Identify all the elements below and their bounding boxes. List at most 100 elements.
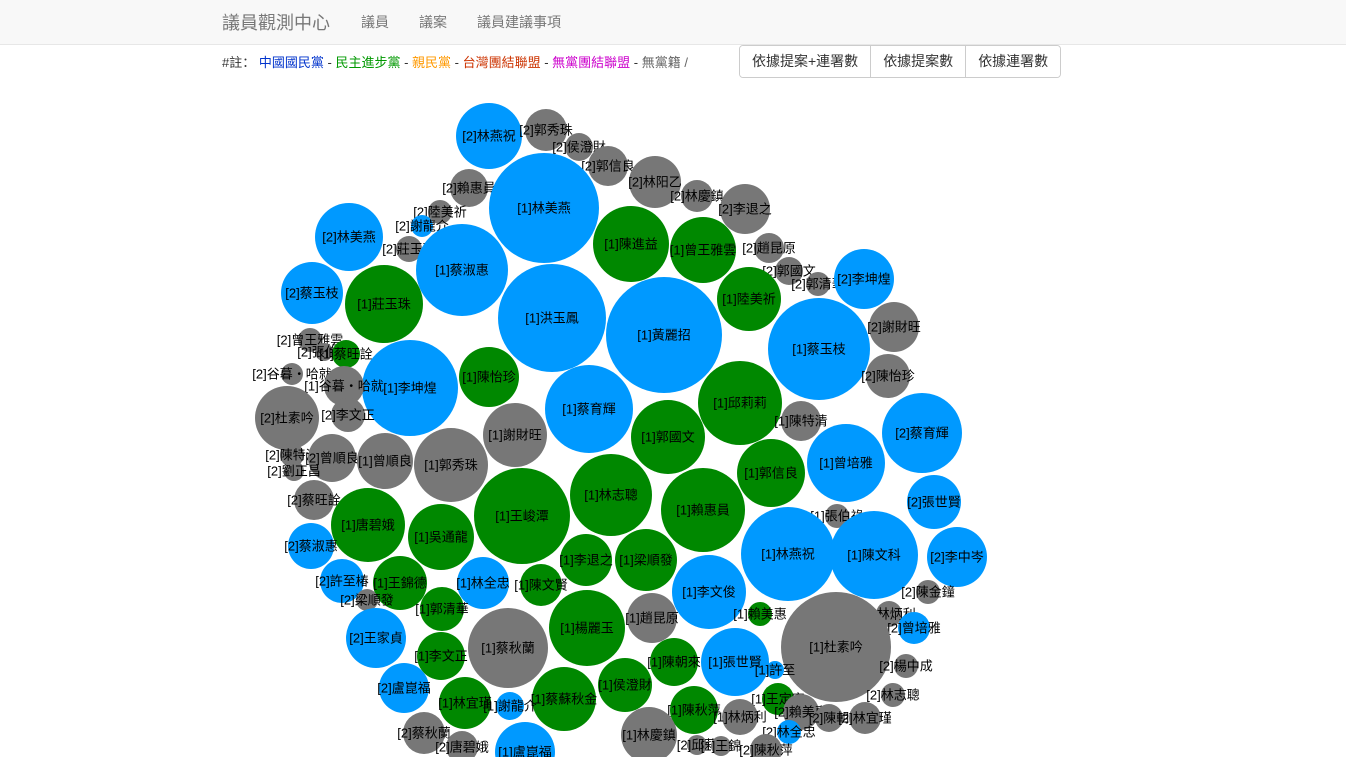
councilor-bubble[interactable]: [2]李退之: [718, 184, 772, 234]
councilor-bubble[interactable]: [1]李文正: [414, 632, 468, 680]
bubble-circle[interactable]: [598, 658, 652, 712]
councilor-bubble[interactable]: [1]賴美惠: [733, 602, 787, 626]
bubble-circle[interactable]: [495, 722, 555, 757]
bubble-circle[interactable]: [357, 433, 413, 489]
councilor-bubble[interactable]: [1]蔡淑惠: [416, 224, 508, 316]
bubble-circle[interactable]: [627, 593, 677, 643]
bubble-circle[interactable]: [748, 602, 772, 626]
bubble-circle[interactable]: [457, 557, 509, 609]
bubble-circle[interactable]: [650, 638, 698, 686]
councilor-bubble[interactable]: [1]吳通龍: [408, 504, 474, 570]
bubble-circle[interactable]: [806, 272, 830, 296]
bubble-circle[interactable]: [281, 363, 303, 385]
councilor-bubble[interactable]: [1]蔡蘇秋金: [531, 667, 597, 731]
councilor-bubble[interactable]: [1]林志聰: [570, 454, 652, 536]
bubble-circle[interactable]: [701, 628, 769, 696]
bubble-circle[interactable]: [255, 386, 319, 450]
councilor-bubble[interactable]: [1]侯澄財: [598, 658, 652, 712]
councilor-bubble[interactable]: [1]謝財旺: [483, 403, 547, 467]
councilor-bubble[interactable]: [2]郭國文: [762, 257, 816, 285]
councilor-bubble[interactable]: [1]洪玉鳳: [498, 264, 606, 372]
councilor-bubble[interactable]: [1]陳進益: [593, 206, 669, 282]
bubble-circle[interactable]: [498, 264, 606, 372]
councilor-bubble[interactable]: [1]蔡旺詮: [319, 340, 373, 368]
bubble-circle[interactable]: [815, 704, 843, 732]
councilor-bubble[interactable]: [1]莊玉珠: [345, 265, 423, 343]
bubble-circle[interactable]: [408, 504, 474, 570]
councilor-bubble[interactable]: [2]趙昆原: [742, 233, 796, 263]
councilor-bubble[interactable]: [1]陳文科: [830, 511, 918, 599]
bubble-circle[interactable]: [629, 156, 681, 208]
councilor-bubble[interactable]: [1]谷暮・哈就: [304, 366, 384, 406]
bubble-circle[interactable]: [768, 298, 870, 400]
bubble-circle[interactable]: [520, 564, 562, 606]
councilor-bubble[interactable]: [2]郭信良: [581, 146, 635, 186]
bubble-circle[interactable]: [807, 424, 885, 502]
sort-by-proposal-button[interactable]: 依據提案數: [871, 46, 967, 77]
councilor-bubble[interactable]: [2]王家貞: [346, 608, 406, 668]
bubble-circle[interactable]: [549, 590, 625, 666]
councilor-bubble[interactable]: [2]林宜瑾: [838, 702, 892, 734]
sort-by-proposal-cosign-button[interactable]: 依據提案+連署數: [740, 46, 872, 77]
councilor-bubble[interactable]: [2]陳特清: [265, 443, 319, 467]
councilor-bubble[interactable]: [1]林全忠: [456, 557, 510, 609]
bubble-circle[interactable]: [606, 277, 722, 393]
councilor-bubble[interactable]: [1]賴惠員: [661, 468, 745, 552]
brand-link[interactable]: 議員觀測中心: [222, 13, 330, 33]
councilor-bubble[interactable]: [1]林宜瑾: [438, 677, 492, 729]
councilor-bubble[interactable]: [2]邱莉: [677, 735, 717, 755]
bubble-circle[interactable]: [379, 663, 429, 713]
councilor-bubble[interactable]: [1]盧崑福: [495, 722, 555, 757]
bubble-circle[interactable]: [869, 302, 919, 352]
bubble-circle[interactable]: [545, 365, 633, 453]
bubble-circle[interactable]: [396, 236, 422, 262]
councilor-bubble[interactable]: [1]曾王雅雲: [670, 217, 736, 283]
bubble-circle[interactable]: [288, 523, 334, 569]
bubble-circle[interactable]: [331, 488, 405, 562]
bubble-circle[interactable]: [332, 340, 360, 368]
bubble-circle[interactable]: [916, 580, 940, 604]
councilor-bubble[interactable]: [1]林炳利: [713, 699, 767, 735]
bubble-circle[interactable]: [324, 366, 364, 406]
bubble-circle[interactable]: [474, 468, 570, 564]
councilor-bubble[interactable]: [2]許至椿: [315, 559, 369, 603]
bubble-circle[interactable]: [849, 702, 881, 734]
bubble-circle[interactable]: [428, 200, 452, 224]
councilor-bubble[interactable]: [1]蔡秋蘭: [468, 608, 548, 688]
councilor-bubble[interactable]: [2]李文正: [321, 398, 375, 432]
councilor-bubble[interactable]: [1]趙昆原: [625, 593, 679, 643]
councilor-bubble[interactable]: [2]李坤煌: [834, 249, 894, 309]
bubble-circle[interactable]: [331, 398, 365, 432]
bubble-circle[interactable]: [532, 667, 596, 731]
councilor-bubble[interactable]: [1]李坤煌: [362, 340, 458, 436]
councilor-bubble[interactable]: [2]陳朝: [809, 704, 849, 732]
bubble-circle[interactable]: [882, 393, 962, 473]
councilor-bubble[interactable]: [1]許至: [755, 661, 795, 679]
nav-link-councilors[interactable]: 議員: [361, 14, 389, 30]
councilor-bubble[interactable]: [1]林慶鎮: [621, 707, 677, 757]
bubble-circle[interactable]: [315, 343, 333, 361]
bubble-circle[interactable]: [898, 612, 930, 644]
councilor-bubble[interactable]: [1]杜素吟: [781, 592, 891, 702]
bubble-circle[interactable]: [281, 262, 343, 324]
councilor-bubble[interactable]: [1]王峻潭: [474, 468, 570, 564]
councilor-bubble[interactable]: [1]陳朝來: [647, 638, 701, 686]
bubble-circle[interactable]: [439, 677, 491, 729]
councilor-bubble[interactable]: [1]張世賢: [701, 628, 769, 696]
councilor-bubble[interactable]: [1]陳文賢: [514, 564, 568, 606]
bubble-circle[interactable]: [741, 507, 835, 601]
councilor-bubble[interactable]: [1]林美燕: [489, 153, 599, 263]
councilor-bubble[interactable]: [1]陳怡珍: [459, 347, 519, 407]
bubble-circle[interactable]: [670, 686, 718, 734]
councilor-bubble[interactable]: [2]唐碧娥: [435, 731, 489, 757]
bubble-circle[interactable]: [825, 504, 849, 528]
councilor-bubble[interactable]: [1]梁順發: [615, 529, 677, 591]
bubble-circle[interactable]: [894, 654, 918, 678]
councilor-bubble[interactable]: [2]蔡秋蘭: [397, 712, 451, 754]
bubble-circle[interactable]: [866, 354, 910, 398]
bubble-circle[interactable]: [450, 169, 488, 207]
bubble-circle[interactable]: [420, 587, 464, 631]
bubble-circle[interactable]: [754, 233, 784, 263]
councilor-bubble[interactable]: [1]謝龍介: [483, 692, 537, 720]
councilor-bubble[interactable]: [1]郭秀珠: [414, 428, 488, 502]
